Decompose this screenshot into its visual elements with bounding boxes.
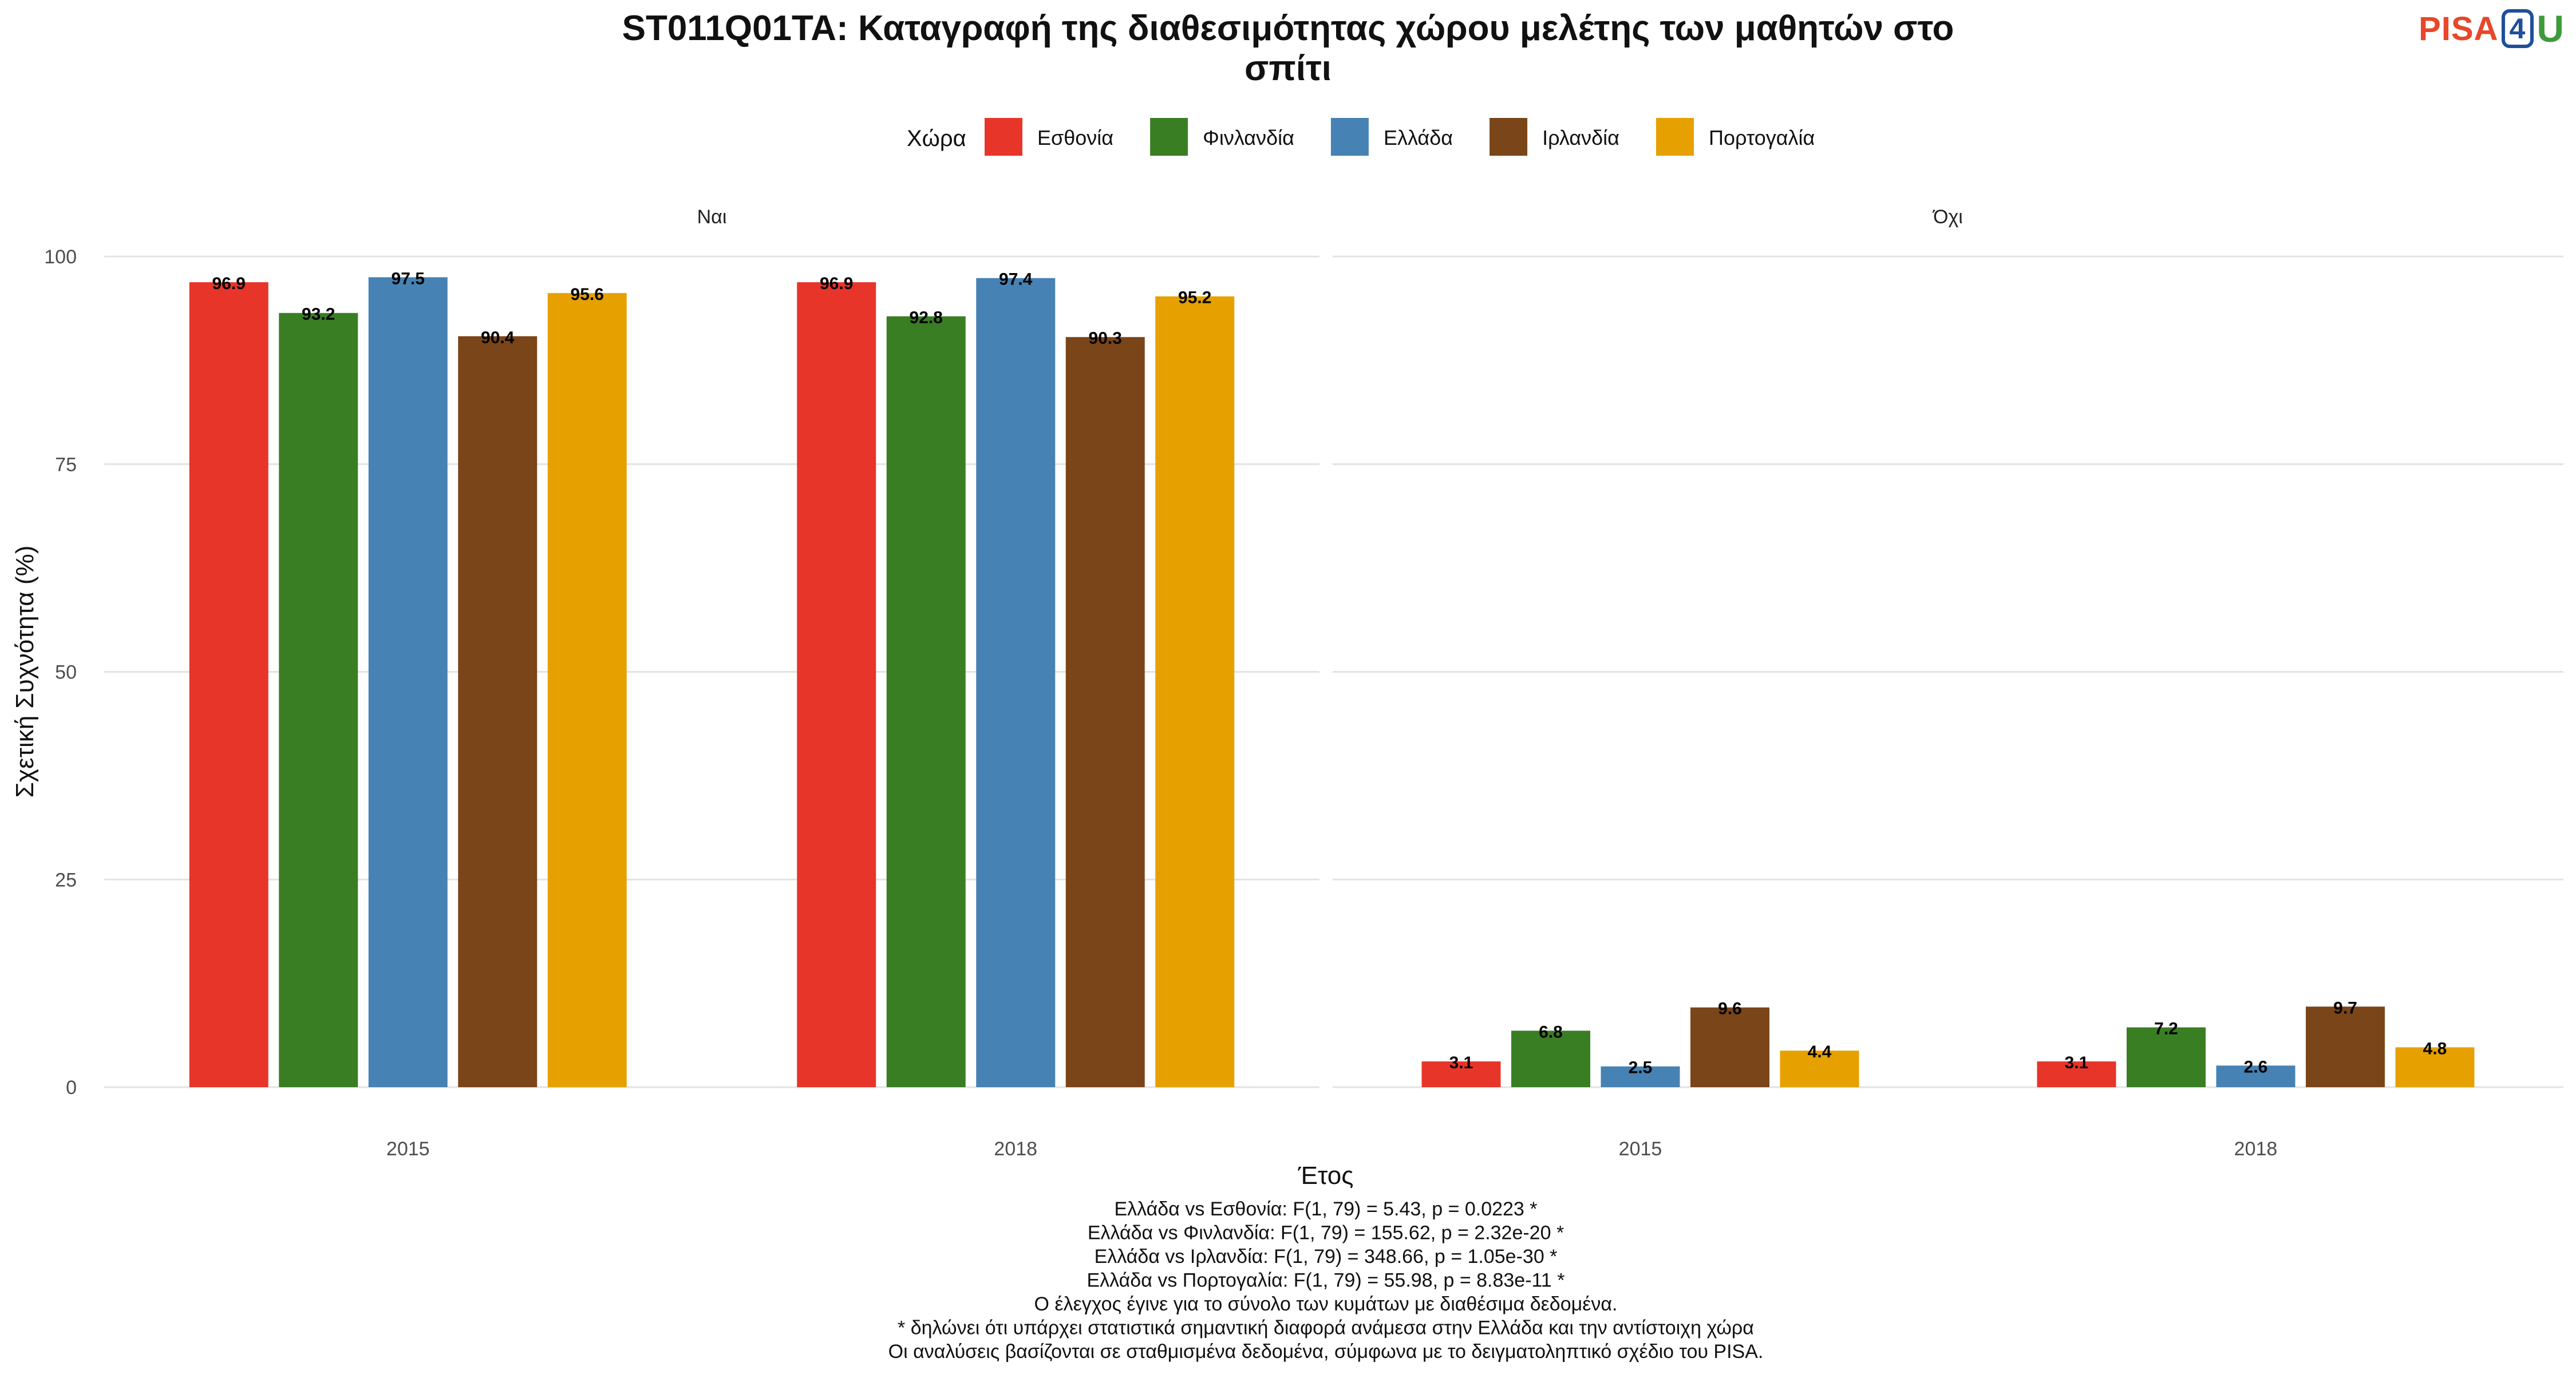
legend-label-4: Ιρλανδία [1542,126,1619,149]
note-line-2: Ελλάδα vs Φινλανδία: F(1, 79) = 155.62, … [1088,1222,1564,1244]
data-label-Όχι-2018-1: 3.1 [2065,1053,2089,1072]
data-label-Όχι-2018-3: 2.6 [2244,1057,2268,1076]
legend-label-3: Ελλάδα [1384,126,1453,149]
legend-swatch-3 [1330,118,1369,156]
legend-swatch-4 [1490,118,1528,156]
bar-Όχι-2015-3 [1601,1066,1680,1087]
bar-Όχι-2018-4 [2306,1006,2385,1087]
bar-Ναι-2018-1 [797,282,876,1088]
x-tick-2-2015: 2015 [1619,1138,1662,1160]
bar-Ναι-2015-2 [279,313,358,1088]
data-label-Ναι-2018-4: 90.3 [1089,329,1122,348]
legend-label-5: Πορτογαλία [1709,126,1815,149]
bar-Ναι-2018-4 [1065,337,1145,1087]
data-label-Όχι-2015-3: 2.5 [1629,1059,1653,1077]
data-label-Όχι-2018-4: 9.7 [2333,998,2357,1017]
data-label-Όχι-2018-5: 4.8 [2423,1039,2447,1058]
x-tick-1-2015: 2015 [386,1138,430,1160]
y-tick-3: 50 [55,662,77,684]
data-label-Ναι-2015-1: 96.9 [212,274,246,293]
chart-title-line-2: σπίτι [1244,49,1332,88]
legend-swatch-2 [1150,118,1188,156]
note-line-7: Οι αναλύσεις βασίζονται σε σταθμισμένα δ… [888,1341,1764,1363]
data-label-Ναι-2015-5: 95.6 [571,285,604,304]
data-label-Όχι-2015-5: 4.4 [1808,1043,1832,1061]
chart-title-line-1: ST011Q01TA: Καταγραφή της διαθεσιμότητας… [622,9,1954,48]
y-axis-title: Σχετική Συχνότητα (%) [11,546,39,798]
bar-Ναι-2018-2 [886,316,966,1088]
y-tick-2: 25 [55,869,77,891]
bar-Όχι-2015-4 [1690,1007,1769,1087]
x-tick-2-2018: 2018 [2234,1138,2278,1160]
data-label-Όχι-2015-1: 3.1 [1449,1053,1473,1072]
logo-text-four: 4 [2501,9,2534,48]
data-label-Όχι-2018-2: 7.2 [2154,1020,2178,1039]
note-line-3: Ελλάδα vs Ιρλανδία: F(1, 79) = 348.66, p… [1095,1246,1558,1268]
data-label-Ναι-2018-5: 95.2 [1178,289,1211,307]
bar-Όχι-2018-5 [2395,1047,2475,1087]
legend-label-2: Φινλανδία [1203,126,1294,149]
bar-Ναι-2018-5 [1155,296,1235,1088]
bar-Όχι-2018-1 [2037,1061,2116,1087]
x-tick-1-2018: 2018 [994,1138,1037,1160]
y-tick-4: 75 [55,454,77,476]
bar-Ναι-2015-3 [368,277,448,1087]
pisa4u-logo: PISA 4 U [2419,7,2565,50]
bar-Ναι-2015-1 [189,282,268,1088]
data-label-Όχι-2015-4: 9.6 [1718,1000,1742,1018]
note-line-1: Ελλάδα vs Εσθονία: F(1, 79) = 5.43, p = … [1114,1198,1537,1220]
x-axis-title: Έτος [1298,1162,1354,1190]
bar-Ναι-2015-5 [547,293,627,1087]
data-label-Ναι-2018-3: 97.4 [999,270,1033,289]
bar-Όχι-2018-2 [2127,1027,2206,1087]
bar-Ναι-2015-4 [458,336,538,1087]
data-label-Ναι-2015-2: 93.2 [302,305,335,324]
legend-swatch-5 [1656,118,1694,156]
data-label-Όχι-2015-2: 6.8 [1539,1022,1563,1041]
data-label-Ναι-2018-2: 92.8 [910,308,943,327]
test-notes: Ελλάδα vs Εσθονία: F(1, 79) = 5.43, p = … [888,1198,1764,1363]
legend: Χώρα Εσθονία Φινλανδία Ελλάδα Ιρλανδία Πορτογ… [907,118,1815,156]
bar-Όχι-2015-2 [1511,1030,1590,1087]
data-label-Ναι-2018-1: 96.9 [820,274,853,293]
data-label-Ναι-2015-4: 90.4 [481,328,515,347]
legend-title: Χώρα [907,126,966,151]
bar-Όχι-2015-1 [1421,1061,1501,1087]
bar-Όχι-2015-5 [1780,1051,1859,1087]
y-tick-5: 100 [44,246,77,268]
logo-text-pisa: PISA [2419,10,2499,48]
note-line-5: Ο έλεγχος έγινε για το σύνολο των κυμάτω… [1034,1293,1618,1315]
note-line-4: Ελλάδα vs Πορτογαλία: F(1, 79) = 55.98, … [1086,1270,1564,1292]
legend-swatch-1 [985,118,1022,156]
bar-Ναι-2018-3 [976,278,1056,1087]
bar-Όχι-2018-3 [2216,1065,2296,1087]
legend-label-1: Εσθονία [1037,126,1113,149]
facet-label-2: Όχι [1932,206,1963,228]
data-label-Ναι-2015-3: 97.5 [392,269,425,288]
plot-area: Ναι 2015 96.9 93.2 97.5 90.4 95.6 2018 96.9 92.8 9… [44,206,2563,1160]
note-line-6: * δηλώνει ότι υπάρχει στατιστικά σημαντι… [898,1317,1754,1339]
logo-text-u: U [2537,7,2565,50]
y-tick-1: 0 [66,1077,77,1099]
facet-label-1: Ναι [697,206,727,228]
